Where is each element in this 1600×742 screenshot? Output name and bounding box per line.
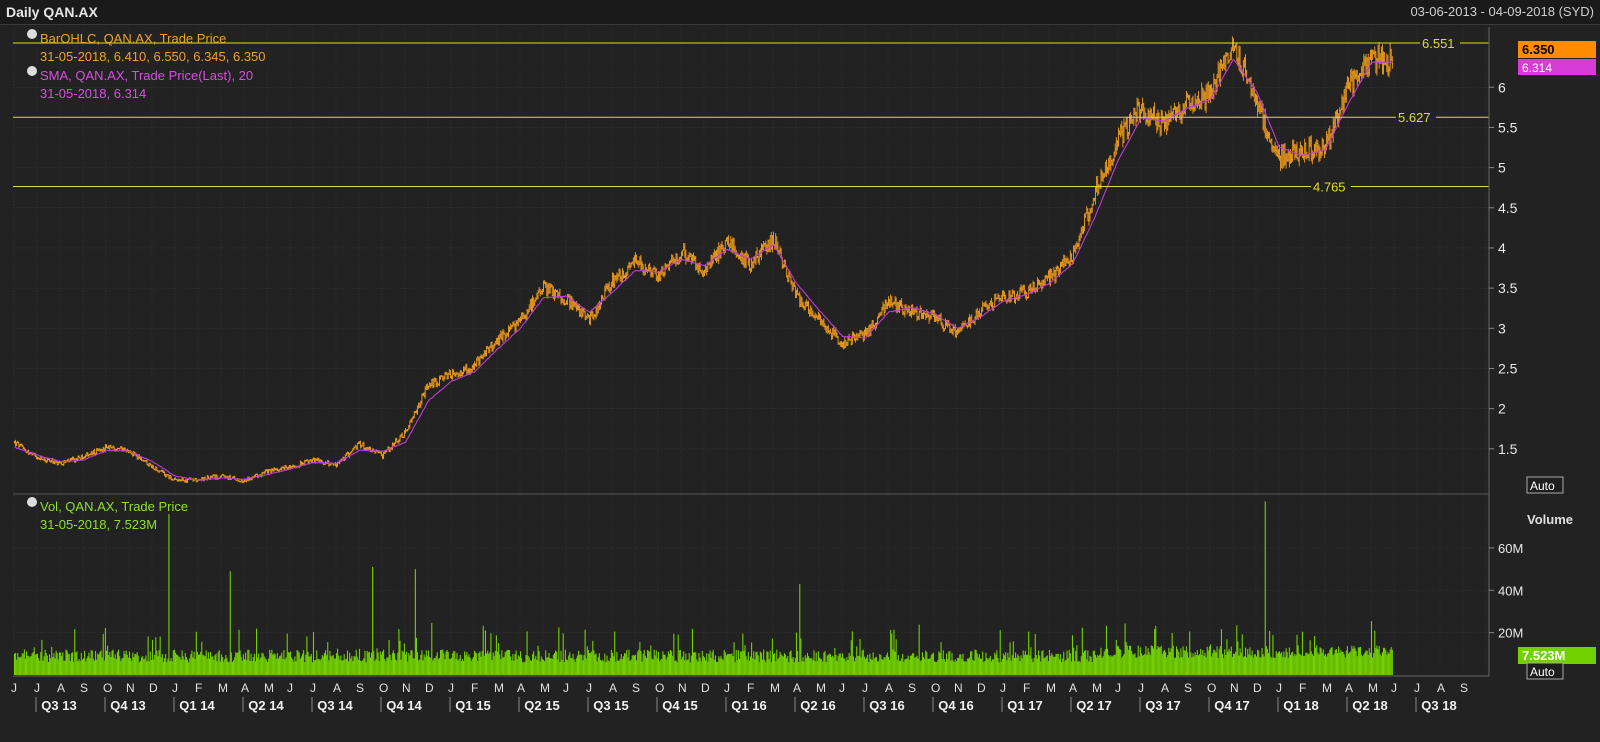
volume-panel[interactable] (13, 495, 1489, 675)
ohlc-bars (13, 36, 1394, 484)
volume-bars (13, 501, 1393, 675)
chart-title: Daily QAN.AX (6, 4, 98, 20)
date-range: 03-06-2013 - 04-09-2018 (SYD) (1410, 4, 1594, 19)
chart-header: Daily QAN.AX 03-06-2013 - 04-09-2018 (SY… (0, 0, 1600, 25)
grid-lines (13, 27, 1489, 675)
price-panel[interactable] (13, 27, 1489, 493)
